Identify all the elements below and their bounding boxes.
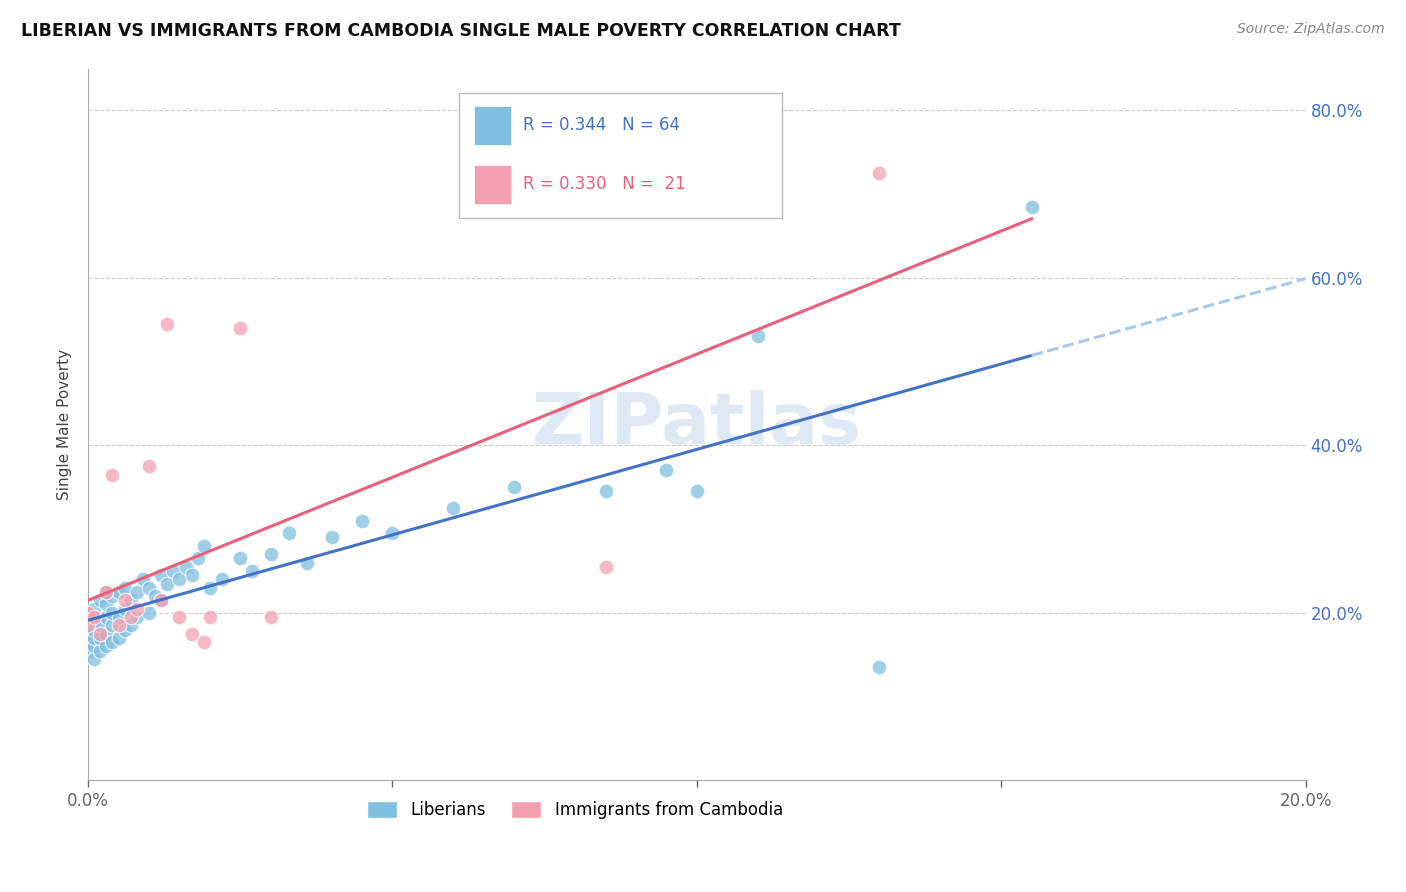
Text: Source: ZipAtlas.com: Source: ZipAtlas.com <box>1237 22 1385 37</box>
Point <box>174 559 197 574</box>
Point <box>120 618 142 632</box>
Point <box>169 610 191 624</box>
Point <box>321 531 343 545</box>
Point <box>441 501 464 516</box>
Point <box>96 598 118 612</box>
Point <box>77 606 100 620</box>
Point <box>125 601 148 615</box>
FancyBboxPatch shape <box>460 94 782 218</box>
Point <box>125 585 148 599</box>
Point <box>503 480 526 494</box>
Point <box>107 618 129 632</box>
Point <box>595 484 617 499</box>
Point <box>83 610 105 624</box>
Point <box>125 610 148 624</box>
Point <box>101 635 124 649</box>
Point <box>114 593 136 607</box>
Point <box>180 626 202 640</box>
Point <box>83 640 105 654</box>
Point <box>156 576 179 591</box>
Point <box>260 547 283 561</box>
Text: LIBERIAN VS IMMIGRANTS FROM CAMBODIA SINGLE MALE POVERTY CORRELATION CHART: LIBERIAN VS IMMIGRANTS FROM CAMBODIA SIN… <box>21 22 901 40</box>
Point <box>229 321 252 335</box>
Point <box>89 593 111 607</box>
Point <box>101 618 124 632</box>
Point <box>138 606 160 620</box>
Point <box>1021 200 1043 214</box>
Point <box>114 623 136 637</box>
Point <box>169 572 191 586</box>
Point <box>193 539 215 553</box>
Point <box>89 626 111 640</box>
Point <box>278 526 301 541</box>
Point <box>242 564 264 578</box>
Point <box>96 585 118 599</box>
Point <box>297 556 319 570</box>
Point <box>107 631 129 645</box>
Point <box>150 593 173 607</box>
Point <box>198 581 221 595</box>
Point <box>83 601 105 615</box>
Point <box>96 626 118 640</box>
Bar <box>474 165 510 203</box>
Point <box>138 459 160 474</box>
Point <box>107 610 129 624</box>
Point <box>96 640 118 654</box>
Point <box>77 618 100 632</box>
Point <box>193 635 215 649</box>
Point <box>138 581 160 595</box>
Point <box>150 593 173 607</box>
Point <box>101 589 124 603</box>
Point <box>229 551 252 566</box>
Point <box>77 643 100 657</box>
Point <box>198 610 221 624</box>
Point <box>83 623 105 637</box>
Point <box>868 166 890 180</box>
Point <box>96 585 118 599</box>
Point <box>211 572 233 586</box>
Point <box>89 618 111 632</box>
Point <box>83 652 105 666</box>
Point <box>77 635 100 649</box>
Bar <box>474 105 510 145</box>
Point <box>120 610 142 624</box>
Point <box>686 484 709 499</box>
Point <box>595 559 617 574</box>
Point <box>89 631 111 645</box>
Point <box>77 618 100 632</box>
Point <box>114 601 136 615</box>
Point <box>107 585 129 599</box>
Point <box>83 614 105 628</box>
Point <box>101 606 124 620</box>
Point <box>77 626 100 640</box>
Point <box>187 551 209 566</box>
Y-axis label: Single Male Poverty: Single Male Poverty <box>58 349 72 500</box>
Point <box>83 631 105 645</box>
Point <box>156 317 179 331</box>
Text: R = 0.344   N = 64: R = 0.344 N = 64 <box>523 116 679 134</box>
Point <box>96 610 118 624</box>
Point <box>180 568 202 582</box>
Point <box>352 514 374 528</box>
Point <box>260 610 283 624</box>
Point <box>114 581 136 595</box>
Point <box>101 467 124 482</box>
Point <box>89 643 111 657</box>
Point <box>120 593 142 607</box>
Point <box>655 463 678 477</box>
Point <box>143 589 166 603</box>
Text: R = 0.330   N =  21: R = 0.330 N = 21 <box>523 175 685 193</box>
Point <box>150 568 173 582</box>
Point <box>747 329 769 343</box>
Text: ZIPatlas: ZIPatlas <box>531 390 862 458</box>
Point <box>162 564 184 578</box>
Legend: Liberians, Immigrants from Cambodia: Liberians, Immigrants from Cambodia <box>361 794 790 825</box>
Point <box>381 526 404 541</box>
Point <box>132 572 155 586</box>
Point <box>868 660 890 674</box>
